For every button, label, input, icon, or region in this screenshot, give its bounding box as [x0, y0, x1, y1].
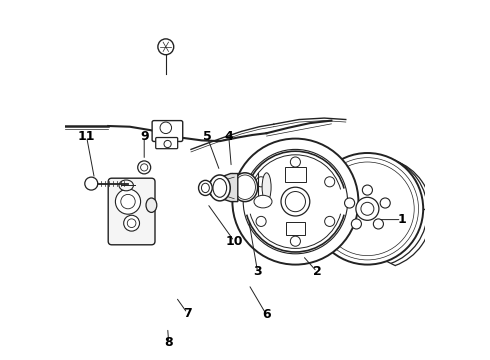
Circle shape [351, 219, 362, 229]
Circle shape [123, 215, 140, 231]
FancyBboxPatch shape [285, 167, 306, 182]
Circle shape [291, 236, 300, 246]
Circle shape [373, 219, 384, 229]
Circle shape [380, 198, 390, 208]
Circle shape [232, 139, 358, 265]
FancyBboxPatch shape [108, 178, 155, 245]
Ellipse shape [201, 183, 209, 193]
Circle shape [320, 162, 414, 256]
Circle shape [85, 177, 98, 190]
Circle shape [344, 198, 355, 208]
Circle shape [141, 164, 148, 171]
Text: 11: 11 [78, 130, 96, 143]
Text: 3: 3 [253, 265, 262, 278]
Circle shape [127, 219, 136, 228]
Text: 2: 2 [313, 265, 321, 278]
Circle shape [116, 189, 141, 214]
Circle shape [121, 194, 135, 209]
Polygon shape [211, 174, 238, 202]
Circle shape [361, 202, 374, 215]
Circle shape [316, 158, 418, 260]
Text: 10: 10 [225, 235, 243, 248]
Circle shape [356, 197, 379, 220]
Circle shape [160, 122, 172, 134]
Ellipse shape [146, 198, 157, 212]
Ellipse shape [235, 175, 255, 199]
Circle shape [285, 192, 305, 212]
FancyBboxPatch shape [286, 222, 305, 235]
FancyBboxPatch shape [156, 138, 178, 149]
Text: 5: 5 [203, 130, 212, 143]
Circle shape [330, 171, 405, 247]
Ellipse shape [209, 175, 230, 201]
Circle shape [312, 153, 423, 265]
Text: 9: 9 [140, 130, 148, 143]
Text: 1: 1 [397, 213, 406, 226]
Text: 6: 6 [262, 309, 271, 321]
Circle shape [138, 161, 151, 174]
Circle shape [325, 216, 335, 226]
Circle shape [291, 157, 300, 167]
Ellipse shape [254, 195, 272, 208]
Ellipse shape [198, 180, 212, 195]
Circle shape [281, 187, 310, 216]
FancyBboxPatch shape [152, 121, 183, 141]
Text: 8: 8 [164, 336, 173, 349]
Ellipse shape [232, 173, 258, 202]
Circle shape [325, 177, 335, 187]
Circle shape [164, 140, 171, 148]
Text: 4: 4 [224, 130, 233, 143]
Circle shape [256, 216, 266, 226]
Text: 7: 7 [183, 307, 192, 320]
Ellipse shape [262, 173, 271, 202]
Circle shape [158, 39, 174, 55]
Ellipse shape [213, 179, 227, 197]
Circle shape [256, 177, 266, 187]
Ellipse shape [119, 180, 133, 191]
Circle shape [363, 185, 372, 195]
Circle shape [243, 149, 347, 254]
